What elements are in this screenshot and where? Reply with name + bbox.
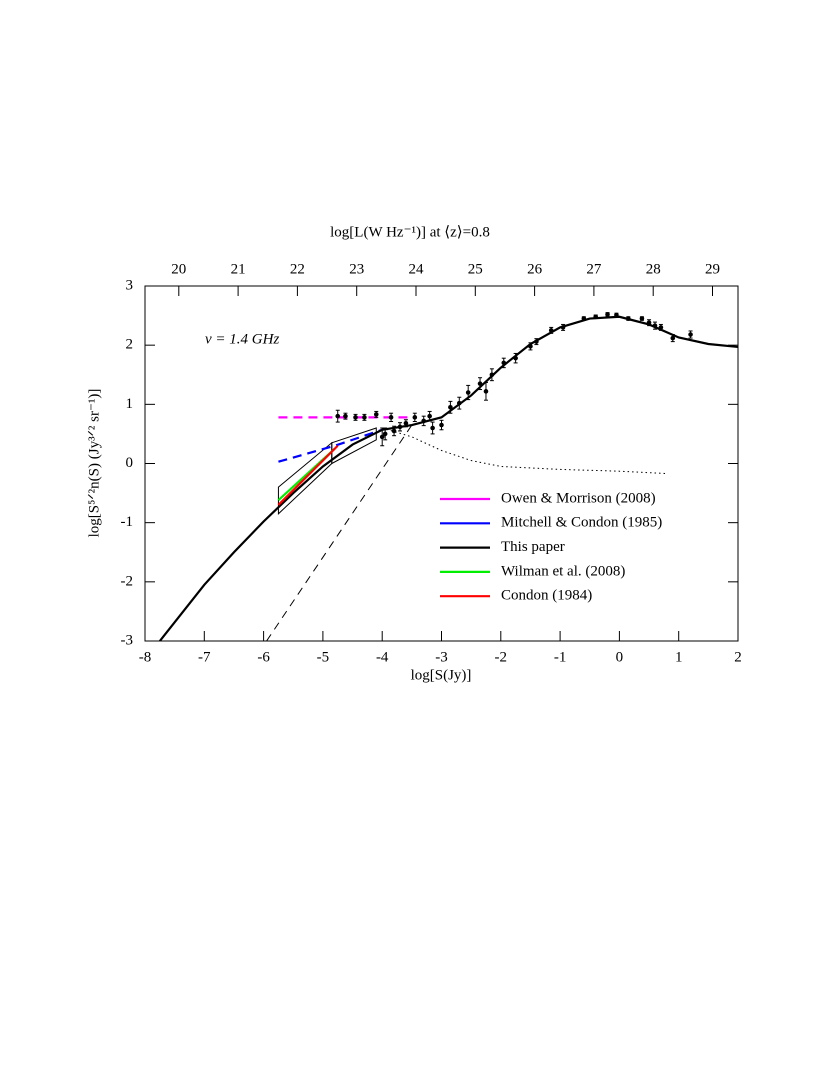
- series-line: [277, 444, 339, 506]
- x-tick-label: -3: [435, 649, 448, 665]
- x2-tick-label: 24: [409, 261, 425, 277]
- data-point: [593, 314, 598, 320]
- data-point: [560, 325, 566, 330]
- data-point: [658, 325, 664, 330]
- component-line: [382, 427, 667, 475]
- data-point: [639, 316, 645, 321]
- data-point: [430, 425, 435, 431]
- legend-label: Owen & Morrison (2008): [501, 490, 656, 506]
- data-point: [528, 344, 533, 349]
- y-tick-label: 3: [126, 277, 134, 293]
- x-tick-label: -8: [139, 649, 152, 665]
- x-tick-label: -7: [198, 649, 211, 665]
- legend-label: Mitchell & Condon (1985): [501, 515, 662, 531]
- y-tick-label: -2: [121, 573, 134, 589]
- data-point: [362, 415, 367, 420]
- x2-tick-label: 28: [646, 261, 661, 277]
- data-point: [501, 360, 507, 366]
- x-tick-label: 1: [675, 649, 683, 665]
- data-point: [581, 316, 587, 321]
- x-tick-label: -5: [317, 649, 330, 665]
- legend-label: This paper: [501, 539, 565, 555]
- legend-label: Wilman et al. (2008): [501, 563, 625, 579]
- data-point: [379, 434, 385, 440]
- y-tick-label: -1: [121, 514, 134, 530]
- data-point: [477, 381, 483, 386]
- data-point: [456, 400, 462, 406]
- x-tick-label: 2: [734, 649, 742, 665]
- data-point: [614, 312, 619, 318]
- x-tick-label: 0: [616, 649, 624, 665]
- data-point: [448, 404, 453, 410]
- series-line: [278, 428, 383, 463]
- x-tick-label: -6: [257, 649, 270, 665]
- x2-tick-label: 29: [705, 261, 720, 277]
- data-point: [625, 316, 631, 321]
- x2-tick-label: 21: [231, 261, 246, 277]
- top-axis-title: log[L(W Hz⁻¹)] at ⟨z⟩=0.8: [330, 224, 490, 240]
- x-tick-label: -4: [376, 649, 389, 665]
- data-point: [388, 415, 394, 420]
- data-point: [688, 332, 693, 337]
- data-point: [397, 424, 403, 430]
- data-point: [343, 413, 348, 419]
- annotation: ν = 1.4 GHz: [205, 331, 279, 347]
- data-point: [382, 431, 388, 437]
- component-line: [266, 424, 413, 641]
- data-point: [335, 413, 341, 419]
- data-point: [439, 422, 444, 428]
- x2-tick-label: 22: [290, 261, 305, 277]
- data-point: [646, 320, 652, 325]
- data-point: [483, 389, 489, 394]
- data-point: [373, 412, 379, 417]
- data-point: [489, 372, 495, 378]
- uncertainty-box: [331, 427, 377, 465]
- data-point: [652, 323, 658, 328]
- data-point: [421, 418, 427, 424]
- data-point: [513, 355, 518, 361]
- data-point: [534, 339, 539, 344]
- data-point: [427, 413, 432, 419]
- data-point: [391, 428, 397, 434]
- data-point: [670, 335, 676, 341]
- y-tick-label: 0: [126, 455, 134, 471]
- x-tick-label: -2: [495, 649, 508, 665]
- legend-label: Condon (1984): [501, 588, 592, 604]
- x2-tick-label: 25: [468, 261, 483, 277]
- data-point: [548, 328, 554, 333]
- y-tick-label: -3: [121, 632, 134, 648]
- data-point: [412, 415, 418, 420]
- data-point: [465, 390, 471, 395]
- x-tick-label: -1: [554, 649, 567, 665]
- data-point: [605, 312, 610, 317]
- x2-tick-label: 27: [586, 261, 602, 277]
- x2-tick-label: 23: [349, 261, 364, 277]
- y-tick-label: 2: [126, 337, 134, 353]
- y-axis-label: log[S⁵ᐟ²n(S) (Jy³ᐟ² sr⁻¹)]: [86, 389, 102, 538]
- x2-tick-label: 20: [171, 261, 186, 277]
- series-line: [158, 315, 738, 641]
- x-axis-label: log[S(Jy)]: [411, 667, 472, 683]
- data-point: [353, 415, 358, 420]
- data-point: [403, 420, 409, 426]
- y-tick-label: 1: [126, 396, 134, 412]
- x2-tick-label: 26: [527, 261, 543, 277]
